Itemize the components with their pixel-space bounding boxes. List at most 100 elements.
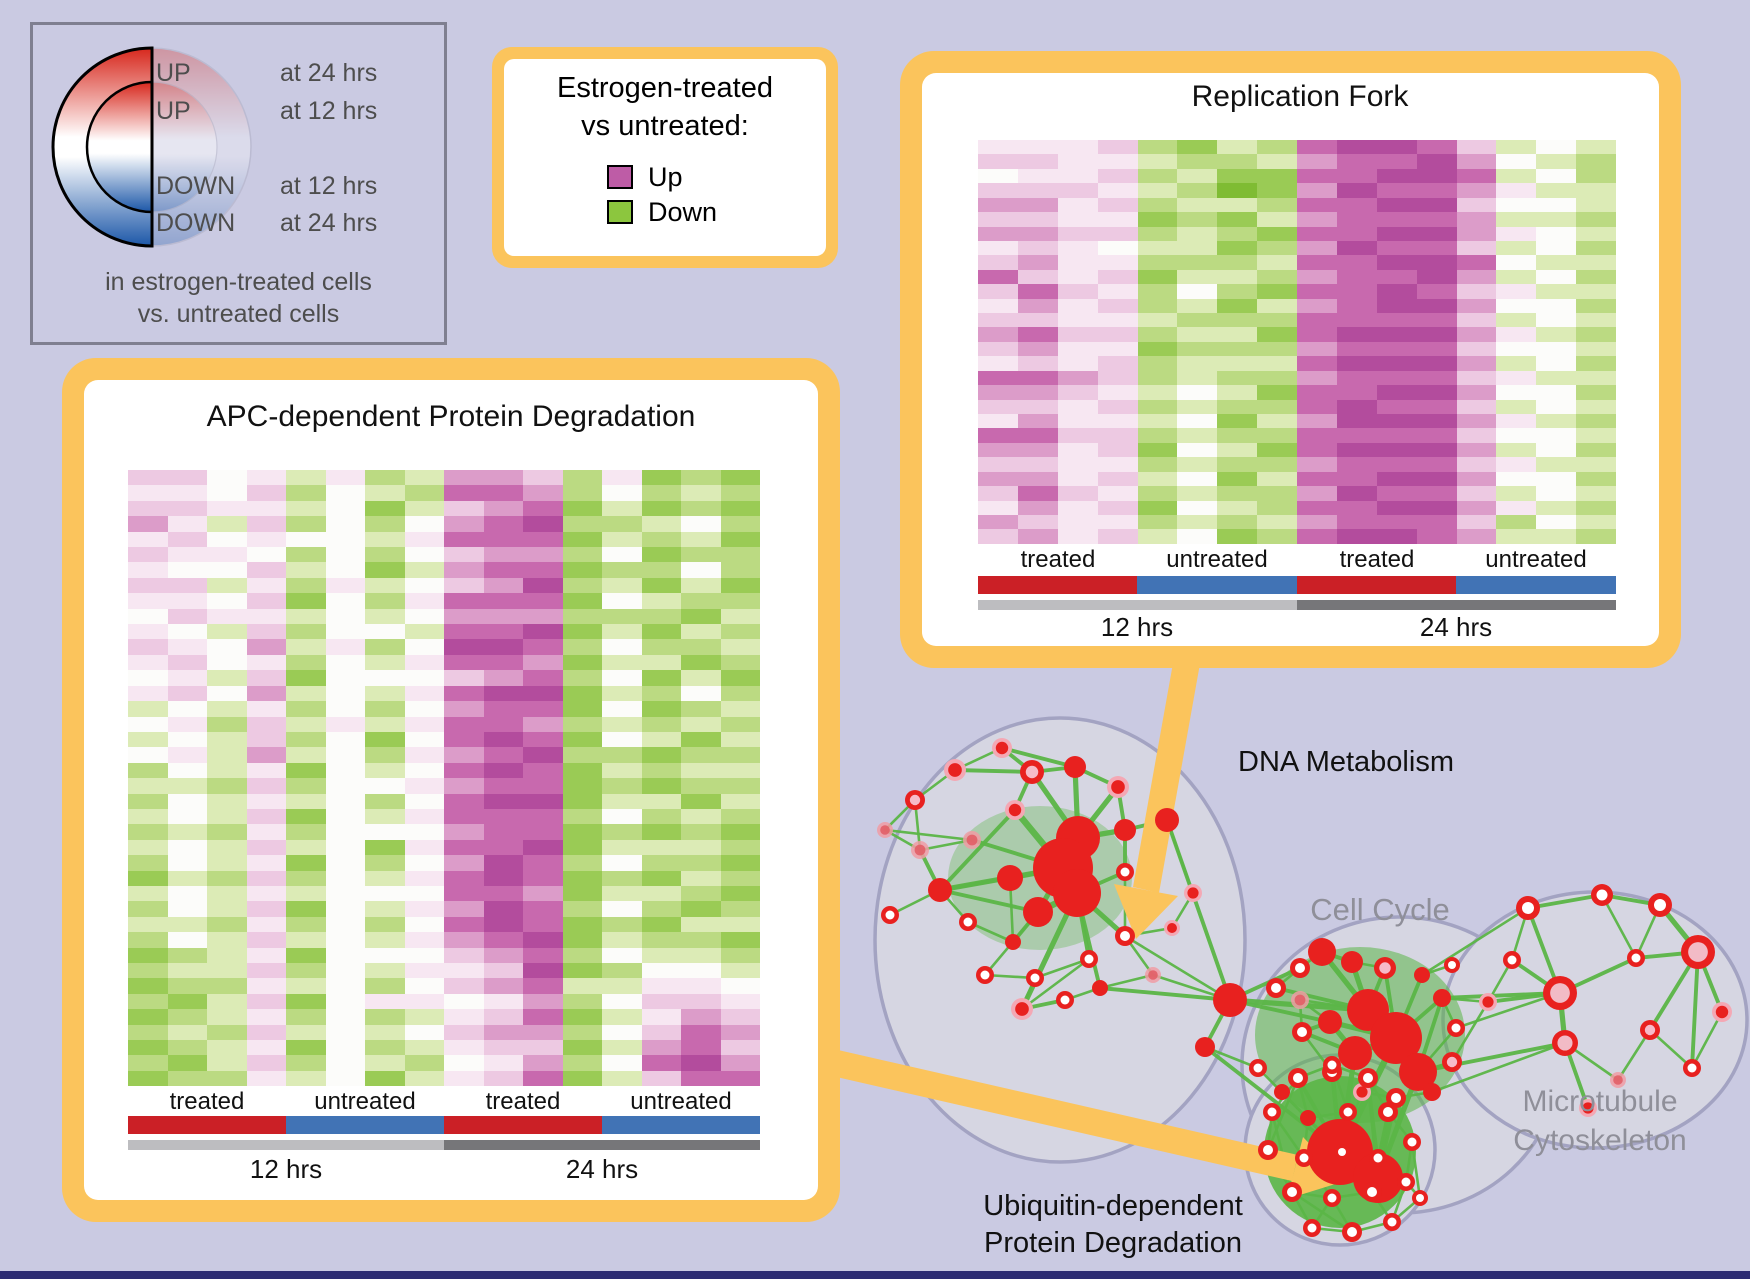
network-node (992, 738, 1012, 758)
network-node (1155, 808, 1179, 832)
network-node (1005, 934, 1021, 950)
network-node (1195, 1037, 1215, 1057)
apc-heatmap (128, 470, 760, 1087)
apc-treated-bar-12 (128, 1116, 286, 1134)
cell-cycle-label: Cell Cycle (1310, 892, 1450, 927)
network-node (1339, 1103, 1357, 1121)
network-edge (1430, 1041, 1567, 1094)
rf-treated-bar-24 (1297, 576, 1456, 594)
network-node (1288, 1068, 1308, 1088)
rf-untreated-bar-12 (1137, 576, 1297, 594)
network-node (1378, 1102, 1398, 1122)
network-node (1292, 1022, 1312, 1042)
network-node (1295, 1149, 1313, 1167)
network-node (1579, 1099, 1597, 1117)
ring-up-12-time: at 12 hrs (280, 97, 378, 125)
rf-group-treated-24: treated (1339, 546, 1415, 573)
estrogen-legend-box: Estrogen-treated vs untreated: Up Down (492, 47, 838, 268)
network-edge (1033, 957, 1091, 980)
network-edge (1420, 906, 1530, 977)
network-edge (1690, 1010, 1724, 1070)
network-node (1712, 1002, 1732, 1022)
network-node (1263, 1103, 1281, 1121)
ubiquitin-label-line1: Ubiquitin-dependent (983, 1190, 1243, 1222)
apc-group-treated-24: treated (485, 1088, 561, 1115)
network-node (1323, 1189, 1341, 1207)
network-node (1341, 951, 1363, 973)
network-node (911, 841, 929, 859)
network-node (1308, 938, 1336, 966)
network-node (1648, 893, 1672, 917)
ring-gradient-diagram (51, 46, 252, 248)
network-node (1115, 926, 1135, 946)
network-node (1291, 991, 1309, 1009)
ring-legend-box: UP at 24 hrs UP at 12 hrs DOWN at 12 hrs… (30, 22, 447, 345)
network-node (976, 966, 994, 984)
network-node (1423, 1083, 1441, 1101)
network-node (1107, 776, 1129, 798)
network-edge (1266, 1076, 1300, 1152)
network-node (1056, 991, 1074, 1009)
network-node (1552, 1030, 1578, 1056)
network-node (1399, 1053, 1437, 1091)
network-node (1681, 935, 1715, 969)
network-node (1412, 1190, 1428, 1206)
network-node (1114, 819, 1136, 841)
network-edge (938, 888, 1040, 914)
network-node (1397, 1173, 1415, 1191)
apc-group-untreated-12: untreated (314, 1088, 416, 1115)
ring-up-12-term: UP (156, 97, 191, 125)
apc-12hrs-bar (128, 1140, 444, 1150)
network-node (1640, 1020, 1660, 1040)
network-node (1092, 980, 1108, 996)
network-node (1342, 1222, 1362, 1242)
apc-group-treated-12: treated (169, 1088, 245, 1115)
ring-up-24-term: UP (156, 59, 191, 87)
network-edge (1123, 934, 1232, 1002)
arrow-head-replication-fork-to-dna (1114, 884, 1178, 939)
figure-bottom-border (0, 1271, 1750, 1279)
network-node (1362, 1182, 1382, 1202)
network-node (1591, 884, 1613, 906)
ring-down-24-time: at 24 hrs (280, 209, 378, 237)
network-node (1005, 800, 1025, 820)
network-node (1683, 1059, 1701, 1077)
network-edge (1690, 950, 1700, 1070)
network-edge (953, 768, 1034, 774)
apc-untreated-bar-12 (286, 1116, 444, 1134)
down-swatch-label: Down (648, 197, 718, 227)
inner-ring-right-half (151, 81, 218, 213)
network-node (1026, 969, 1044, 987)
ring-caption-line2: vs. untreated cells (137, 300, 340, 328)
network-edge (1454, 991, 1562, 1030)
network-node (1064, 756, 1086, 778)
network-node (1023, 897, 1053, 927)
rf-12hrs-bar (978, 600, 1297, 610)
network-node (1011, 998, 1033, 1020)
rf-12hrs-label: 12 hrs (1100, 612, 1174, 642)
network-node (1370, 1012, 1422, 1064)
network-node (1164, 920, 1180, 936)
network-node (1627, 949, 1645, 967)
network-node (1266, 978, 1286, 998)
network-node (1433, 989, 1451, 1007)
network-edge (1416, 1041, 1567, 1074)
estrogen-title-line1: Estrogen-treated (556, 72, 773, 104)
network-node (928, 878, 952, 902)
apc-untreated-bar-24 (602, 1116, 760, 1134)
network-node (905, 790, 925, 810)
network-edge (1000, 746, 1077, 769)
network-node (959, 913, 977, 931)
network-node (963, 831, 981, 849)
network-edge (1020, 957, 1091, 1011)
arrow-stem-apc-to-ubiquitin (819, 1047, 1298, 1181)
network-edge (1410, 1140, 1422, 1200)
network-node (1447, 1019, 1465, 1037)
network-node (1258, 1140, 1278, 1160)
rf-group-untreated-12: untreated (1166, 546, 1268, 573)
ubiquitin-label-line2: Protein Degradation (984, 1227, 1242, 1259)
rf-24hrs-bar (1297, 600, 1616, 610)
apc-12hrs-label: 12 hrs (249, 1154, 323, 1184)
rf-group-untreated-24: untreated (1485, 546, 1587, 573)
